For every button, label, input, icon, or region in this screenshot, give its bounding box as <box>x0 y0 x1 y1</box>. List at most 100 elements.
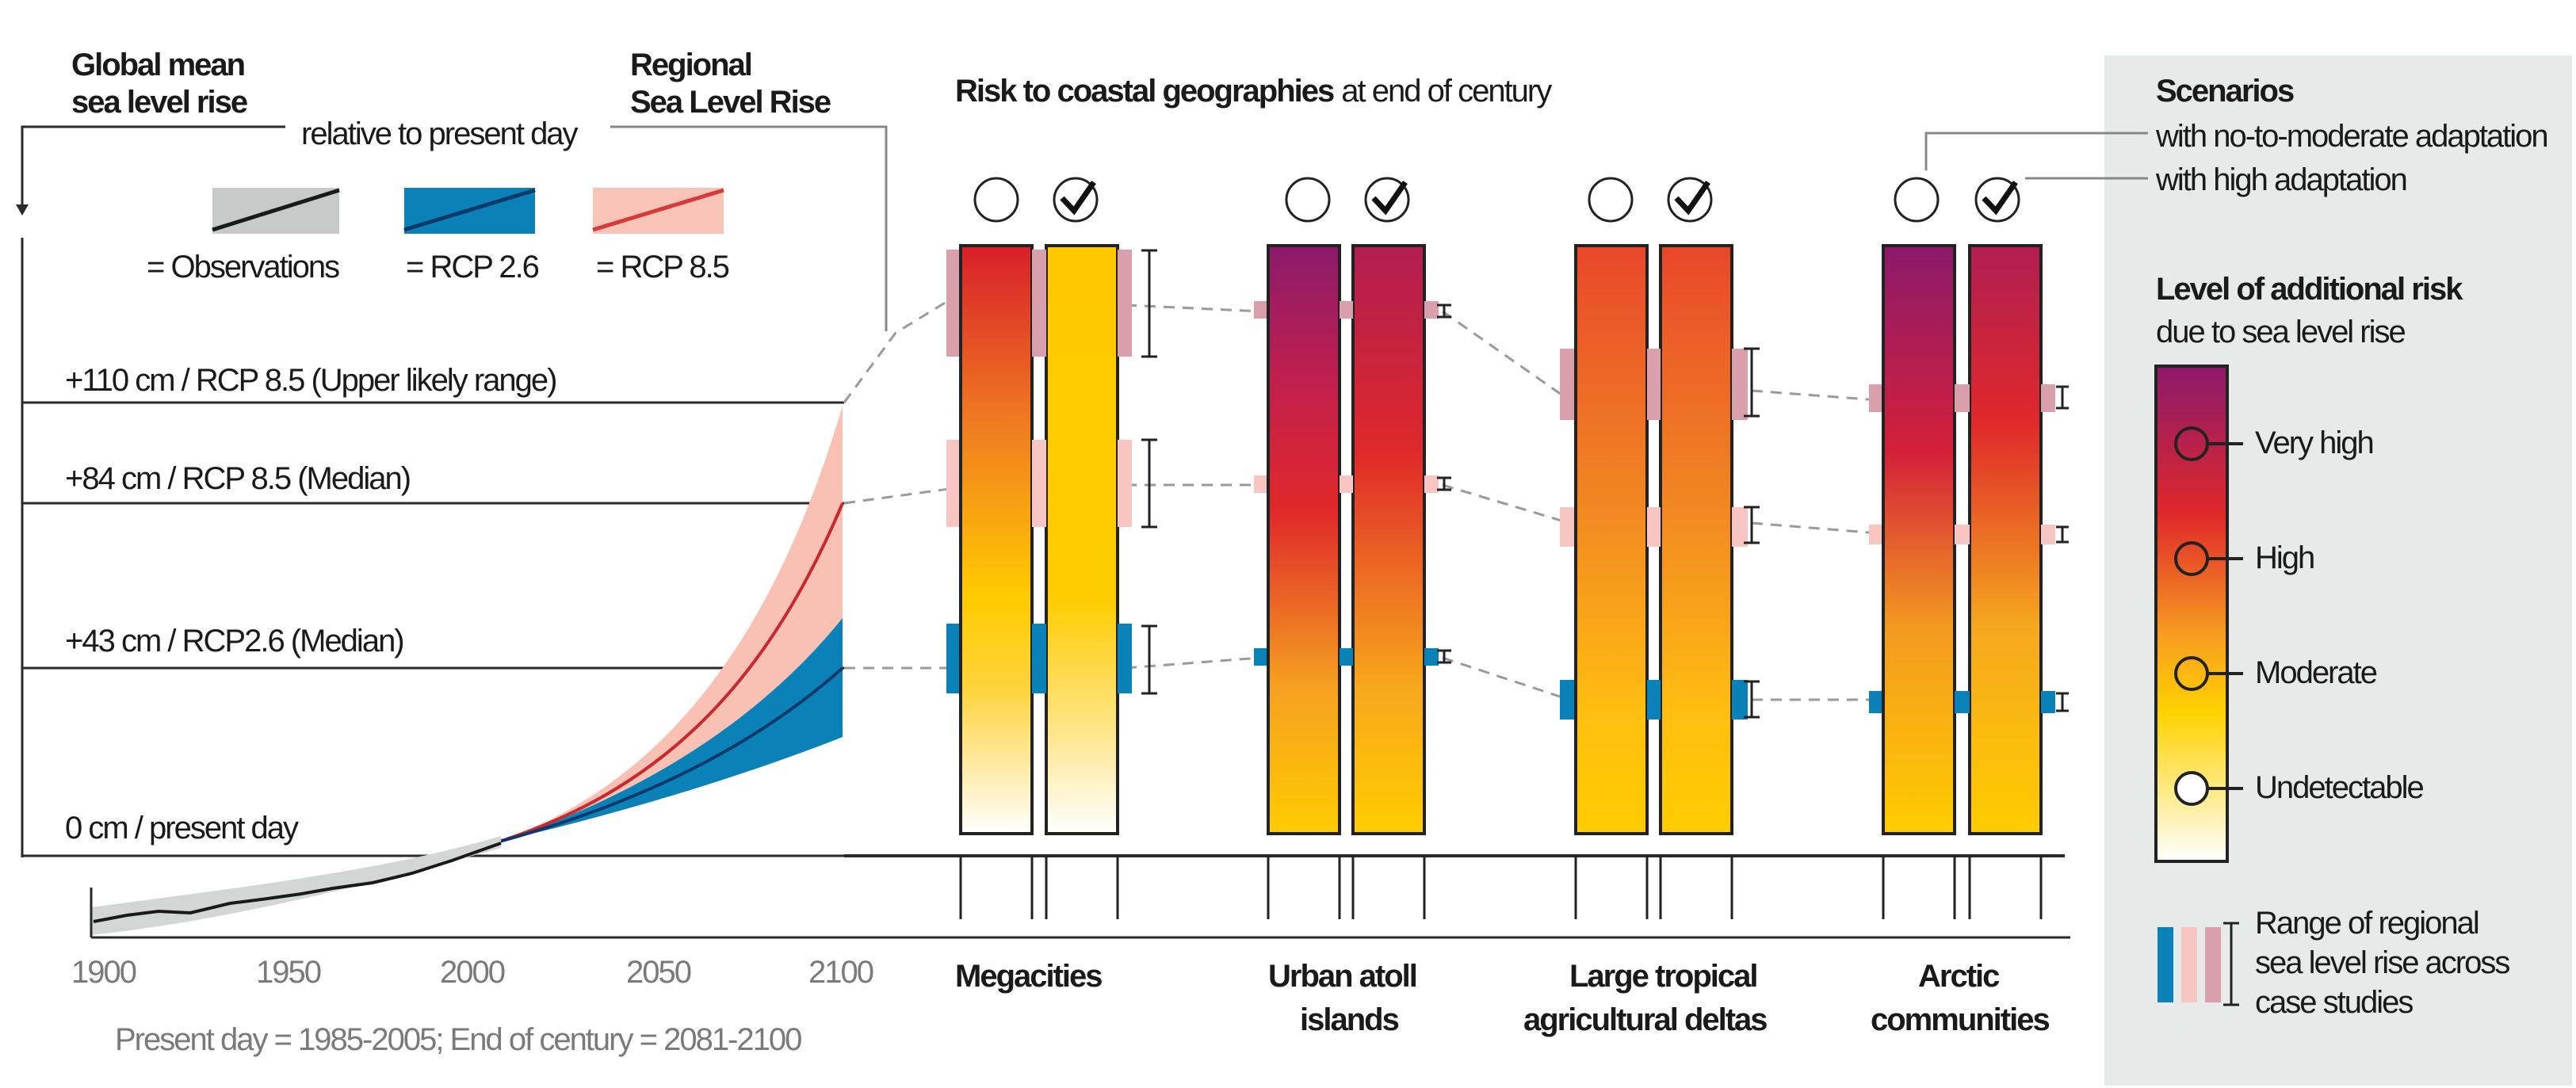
deltas-sl-range-85u-right <box>1732 349 1748 420</box>
rcp85-label: = RCP 8.5 <box>596 250 729 284</box>
arctic-sl-range-26-mid <box>1955 691 1970 713</box>
deltas-bar-high-adaptation <box>1659 244 1733 835</box>
arctic-high-adaptation-icon <box>1974 177 2020 223</box>
arctic-sl-range-85u-mid <box>1955 384 1970 412</box>
scenario-no-moderate-pointer <box>1924 132 2148 170</box>
range-swatch-rcp26 <box>2157 927 2173 1002</box>
atoll-sl-range-85u-mid <box>1340 301 1353 319</box>
arctic-bar-no-adaptation <box>1882 244 1956 835</box>
arctic-ticks <box>1882 856 2043 919</box>
atoll-sl-range-85m-right <box>1424 475 1439 493</box>
arctic-error-bars <box>2056 385 2069 712</box>
scenarios-title: Scenarios <box>2156 74 2294 109</box>
deltas-high-adaptation-icon <box>1667 177 1713 223</box>
x-tick-2050: 2050 <box>626 955 691 990</box>
range-bracket <box>2223 922 2239 1006</box>
megacities-sl-range-26-right <box>1118 624 1132 693</box>
regional-title-2: Sea Level Rise <box>630 85 831 120</box>
regional-title-1: Regional <box>630 48 751 82</box>
deltas-sl-range-26-mid <box>1647 680 1661 720</box>
range-label-3: case studies <box>2255 985 2413 1020</box>
deltas-sl-range-85m-mid <box>1647 507 1661 547</box>
left-panel: Global mean sea level rise relative to p… <box>16 48 2070 1057</box>
global-mean-title-2: sea level rise <box>71 85 247 120</box>
x-tick-2100: 2100 <box>808 955 873 990</box>
deltas-label-2: agricultural deltas <box>1523 1002 1767 1037</box>
megacities-sl-range-85m-mid <box>1032 440 1046 527</box>
x-tick-2000: 2000 <box>440 955 505 990</box>
atoll-ticks <box>1267 856 1426 919</box>
deltas-sl-range-26-left <box>1560 680 1576 720</box>
atoll-sl-range-26-right <box>1424 648 1439 666</box>
megacities-sl-range-26-left <box>946 624 961 693</box>
deltas-no-adaptation-icon <box>1588 177 1634 223</box>
level-upper-label: +110 cm / RCP 8.5 (Upper likely range) <box>65 363 556 398</box>
megacities-sl-range-26-mid <box>1032 624 1046 693</box>
moderate-label: Moderate <box>2255 655 2377 690</box>
atoll-high-adaptation-icon <box>1364 177 1410 223</box>
deltas-error-bars <box>1744 347 1760 719</box>
arctic-label-1: Arctic <box>1918 959 2000 994</box>
rcp26-band <box>499 618 843 842</box>
megacities-error-bar-mid <box>1141 438 1157 529</box>
legend-rcp85: = RCP 8.5 <box>592 188 731 284</box>
megacities-sl-range-85u-right <box>1118 250 1132 357</box>
rcp26-median-line <box>499 666 844 843</box>
deltas-bar-no-adaptation <box>1574 244 1649 835</box>
arctic-sl-range-85m-mid <box>1955 525 1970 544</box>
very-high-label: Very high <box>2255 426 2373 460</box>
risk-level-very-high: Very high <box>2174 426 2375 461</box>
atoll-sl-range-26-left <box>1254 648 1268 666</box>
atoll-sl-range-85u-left <box>1254 301 1268 319</box>
global-mean-arrowhead <box>16 204 29 216</box>
observations-line <box>93 842 502 923</box>
deltas-sl-range-85u-left <box>1560 349 1576 420</box>
deltas-label-1: Large tropical <box>1569 959 1757 994</box>
atoll-label-2: islands <box>1300 1002 1399 1037</box>
atoll-sl-range-26-mid <box>1340 648 1353 666</box>
atoll-bar-no-adaptation <box>1267 244 1341 835</box>
geo-urban-atoll-islands: Urban atoll islands <box>1254 177 1451 1037</box>
range-swatch-rcp85-median <box>2181 927 2197 1002</box>
observations-label: = Observations <box>147 250 339 284</box>
atoll-error-bars <box>1437 303 1451 664</box>
arctic-sl-range-85u-left <box>1869 384 1883 412</box>
arctic-sl-range-85m-left <box>1869 525 1883 544</box>
atoll-bar-high-adaptation <box>1351 244 1426 835</box>
atoll-label-1: Urban atoll <box>1268 959 1416 994</box>
megacities-sl-range-85u-left <box>946 250 961 357</box>
scenario-high-label: with high adaptation <box>2155 162 2406 197</box>
high-label: High <box>2255 540 2314 575</box>
megacities-bar-high-adaptation <box>1045 244 1119 835</box>
arctic-sl-range-85u-right <box>2041 384 2055 412</box>
regional-connector <box>610 125 888 331</box>
arctic-sl-range-85m-right <box>2041 525 2055 544</box>
risk-subtitle: due to sea level rise <box>2156 315 2406 349</box>
geo-megacities: Megacities <box>946 177 1157 994</box>
deltas-ticks <box>1574 856 1733 919</box>
rcp26-label: = RCP 2.6 <box>406 250 539 284</box>
x-axis-ticks: 1900 1950 2000 2050 2100 <box>71 955 875 990</box>
range-label-2: sea level rise across <box>2255 945 2509 980</box>
megacities-error-bar-low <box>1141 624 1157 695</box>
range-swatch-rcp85-upper <box>2205 927 2221 1002</box>
deltas-sl-range-85m-left <box>1560 507 1576 547</box>
atoll-sl-range-85m-left <box>1254 475 1268 493</box>
risk-level-undetectable: Undetectable <box>2174 770 2425 806</box>
scenario-no-moderate-label: with no-to-moderate adaptation <box>2155 119 2547 154</box>
observations-band <box>91 836 501 935</box>
atoll-sl-range-85m-mid <box>1340 475 1353 493</box>
risk-level-high: High <box>2174 540 2315 576</box>
x-tick-1950: 1950 <box>256 955 321 990</box>
middle-title: Risk to coastal geographies at end of cen… <box>955 74 1552 109</box>
megacities-error-bar-upper <box>1141 249 1157 358</box>
megacities-sl-range-85u-mid <box>1032 250 1046 357</box>
relative-note: relative to present day <box>301 116 579 151</box>
rcp85-median-line <box>499 502 844 843</box>
deltas-sl-range-26-right <box>1732 680 1748 720</box>
range-label-1: Range of regional <box>2255 906 2479 941</box>
geo-tropical-deltas: Large tropical agricultural deltas <box>1523 177 1768 1037</box>
footnote: Present day = 1985-2005; End of century … <box>115 1022 801 1057</box>
atoll-no-adaptation-icon <box>1285 177 1331 223</box>
arctic-sl-range-26-right <box>2041 691 2055 713</box>
